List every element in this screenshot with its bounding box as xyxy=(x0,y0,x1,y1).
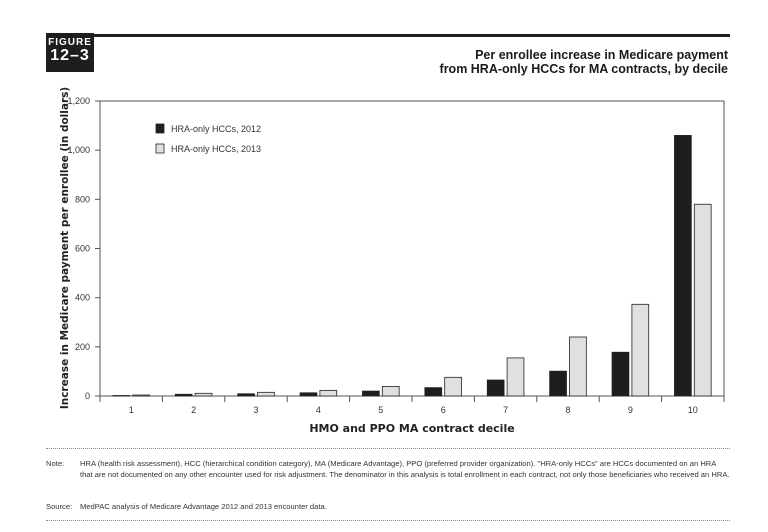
bar-2012-decile-10 xyxy=(674,135,692,397)
bar-2013-decile-5 xyxy=(381,386,400,397)
figure-word: FIGURE xyxy=(48,37,92,48)
x-tick-label: 8 xyxy=(565,405,570,415)
bar-2012-decile-9 xyxy=(611,351,630,397)
bar-2012-decile-4 xyxy=(299,392,318,397)
bar-2013-decile-3 xyxy=(257,391,275,397)
bar-2012-decile-6 xyxy=(424,387,443,397)
y-tick-label: 400 xyxy=(75,293,90,303)
bar-2013-decile-7 xyxy=(506,357,525,397)
source-label: Source: xyxy=(46,502,73,511)
y-tick-label: 600 xyxy=(75,244,90,254)
x-tick-label: 2 xyxy=(191,405,196,415)
bar-2013-decile-1 xyxy=(132,394,150,397)
x-tick-label: 10 xyxy=(688,405,698,415)
note: Note: HRA (health risk assessment), HCC … xyxy=(46,458,730,480)
x-tick-label: 7 xyxy=(503,405,508,415)
bar-2013-decile-10 xyxy=(693,203,712,397)
note-text: HRA (health risk assessment), HCC (hiera… xyxy=(80,459,730,479)
x-tick-label: 3 xyxy=(253,405,258,415)
bar-2013-decile-2 xyxy=(194,392,213,397)
note-label: Note: xyxy=(46,459,65,468)
x-tick-label: 9 xyxy=(628,405,633,415)
bar-2012-decile-3 xyxy=(237,393,255,397)
legend-swatch xyxy=(155,123,165,134)
y-tick-label: 800 xyxy=(75,194,90,204)
divider-bottom xyxy=(46,520,730,521)
figure-label: FIGURE 12–3 xyxy=(46,33,94,72)
y-axis-label: Increase in Medicare payment per enrolle… xyxy=(59,87,71,409)
bar-2012-decile-5 xyxy=(362,390,380,397)
y-tick-label: 1,000 xyxy=(67,145,90,155)
chart-title: Per enrollee increase in Medicare paymen… xyxy=(439,48,728,76)
top-rule xyxy=(94,34,730,37)
source-text: MedPAC analysis of Medicare Advantage 20… xyxy=(80,502,327,511)
title-line-1: Per enrollee increase in Medicare paymen… xyxy=(475,48,728,62)
divider-top xyxy=(46,448,730,449)
bar-2013-decile-4 xyxy=(319,389,338,397)
y-tick-label: 0 xyxy=(85,391,90,401)
bar-2012-decile-8 xyxy=(549,370,567,397)
x-tick-label: 1 xyxy=(129,405,134,415)
bar-2013-decile-9 xyxy=(631,303,650,397)
bar-2012-decile-7 xyxy=(486,379,505,397)
bar-2012-decile-2 xyxy=(174,393,193,397)
y-tick-label: 200 xyxy=(75,342,90,352)
x-tick-label: 4 xyxy=(316,405,321,415)
bar-2013-decile-6 xyxy=(444,376,462,397)
title-line-2: from HRA-only HCCs for MA contracts, by … xyxy=(439,61,728,76)
legend-label: HRA-only HCCs, 2012 xyxy=(171,124,261,134)
legend-swatch xyxy=(155,143,165,154)
figure-number: 12–3 xyxy=(50,47,90,64)
source: Source: MedPAC analysis of Medicare Adva… xyxy=(46,502,327,511)
bar-2012-decile-1 xyxy=(112,395,131,397)
x-tick-label: 5 xyxy=(378,405,383,415)
x-tick-label: 6 xyxy=(441,405,446,415)
x-axis-label: HMO and PPO MA contract decile xyxy=(309,422,514,435)
y-tick-label: 1,200 xyxy=(67,96,90,106)
legend-label: HRA-only HCCs, 2013 xyxy=(171,144,261,154)
bar-2013-decile-8 xyxy=(569,336,587,397)
